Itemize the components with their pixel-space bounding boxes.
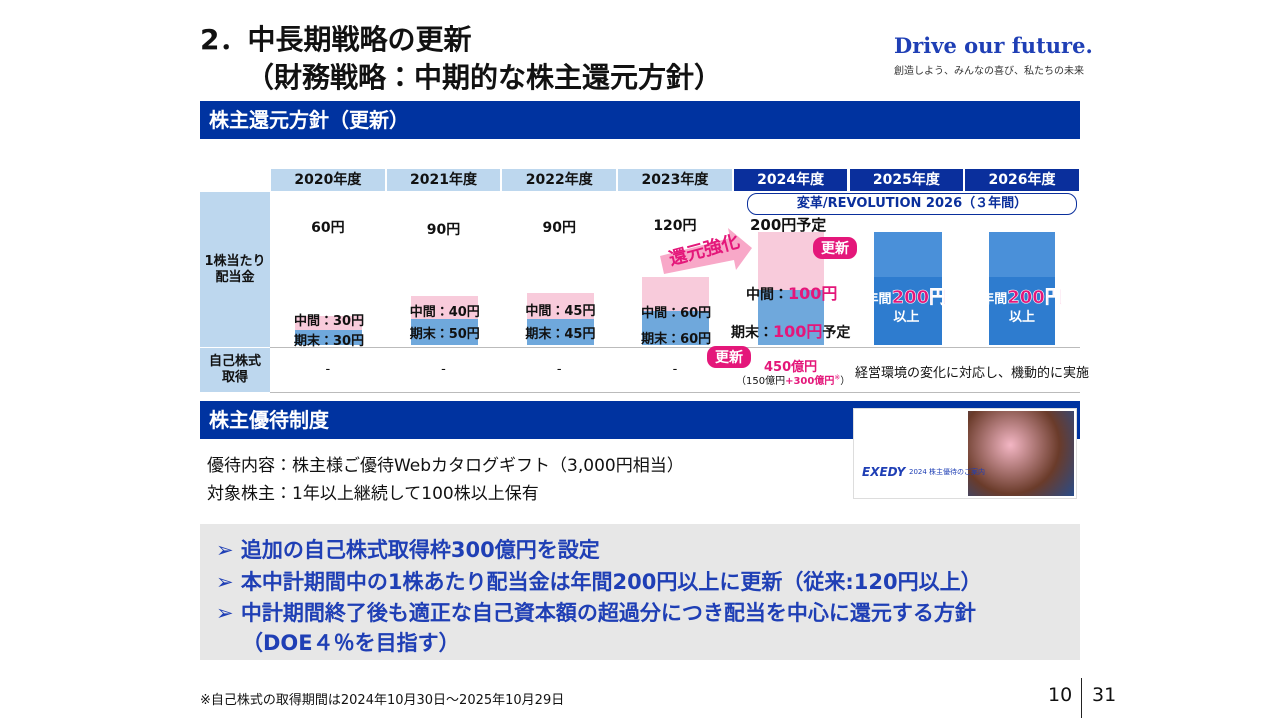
benefit-line: 優待内容：株主様ご優待Webカタログギフト（3,000円相当） <box>207 456 684 476</box>
interim-label: 中間：40円 <box>409 305 480 320</box>
interim-label: 中間：30円 <box>294 314 365 329</box>
plan-label: 年間200円以上 <box>964 287 1080 327</box>
interim-label: 中間：60円 <box>641 306 712 321</box>
suffix: 以上 <box>893 310 920 325</box>
subtitle: （財務戦略：中期的な株主還元方針） <box>246 61 723 94</box>
final-label: 期末：45円 <box>525 327 596 342</box>
text: 本中計期間中の1株あたり配当金は年間200円以上に更新（従来:120円以上） <box>240 570 982 594</box>
value: 200円 <box>1007 287 1063 308</box>
title: 2．中長期戦略の更新 <box>200 23 472 56</box>
year-header: 2024年度 <box>733 169 848 191</box>
bar-final <box>411 319 478 345</box>
arrow <box>660 228 752 274</box>
year-header: 2025年度 <box>849 169 964 191</box>
catalog-title: 2024 株主優待のご案内 <box>909 468 986 476</box>
bar-interim <box>295 316 362 330</box>
dividend-total: 200円予定 <box>750 216 827 234</box>
bar-interim <box>642 277 709 311</box>
label: 期末： <box>731 325 773 341</box>
interim-2024: 中間：100円 <box>746 280 837 304</box>
row-label: 1株当たり 配当金 <box>200 254 270 286</box>
year-header: 2022年度 <box>502 169 617 191</box>
page-total: 31 <box>1092 684 1117 706</box>
tagline: 創造しよう、みんなの喜び、私たちの未来 <box>894 66 1084 77</box>
dividend-total: 120円 <box>653 218 697 234</box>
final-2024: 期末：100円予定 <box>731 318 850 342</box>
revolution-banner: 変革/REVOLUTION 2026（３年間） <box>747 193 1077 215</box>
text: ※ <box>834 373 841 382</box>
highlight-box <box>200 524 1080 660</box>
bullet: ➢ <box>216 570 234 594</box>
final-label: 期末：50円 <box>409 327 480 342</box>
row-divider <box>270 392 1080 393</box>
dividend-total: 60円 <box>311 220 345 236</box>
prefix: 年間 <box>865 292 892 307</box>
prefix: 年間 <box>981 292 1008 307</box>
separator <box>1081 678 1082 718</box>
row-label: 自己株式 取得 <box>200 354 270 386</box>
benefit-line: 対象株主：1年以上継続して100株以上保有 <box>207 484 539 504</box>
bar-interim <box>527 293 594 319</box>
photo <box>968 411 1074 496</box>
row-label-line: 1株当たり <box>204 254 266 269</box>
highlight-line: ➢ 本中計期間中の1株あたり配当金は年間200円以上に更新（従来:120円以上） <box>216 566 982 596</box>
year-header: 2026年度 <box>965 169 1079 191</box>
boost-arrow <box>660 228 752 274</box>
buyback-detail: （150億円+300億円※） <box>736 372 850 387</box>
row-label-line: 取得 <box>221 370 248 385</box>
buyback-value: - <box>325 362 331 377</box>
page-number: 10 <box>1048 684 1073 706</box>
catalog-image: EXEDY 2024 株主優待のご案内 <box>853 408 1077 499</box>
suffix: 以上 <box>1009 310 1036 325</box>
buyback-value: - <box>556 362 562 377</box>
row-label-cell <box>200 348 270 392</box>
bar-plan <box>874 232 942 345</box>
text: 追加の自己株式取得枠300億円を設定 <box>240 538 600 562</box>
year-header: 2020年度 <box>271 169 385 191</box>
footnote: ※自己株式の取得期間は2024年10月30日～2025年10月29日 <box>200 693 565 708</box>
value: 200円 <box>891 287 948 308</box>
text: +300億円 <box>785 376 835 387</box>
interim-label: 中間：45円 <box>525 304 596 319</box>
logo: EXEDY <box>862 465 906 479</box>
dividend-total: 90円 <box>542 220 576 236</box>
bullet: ➢ <box>216 601 234 625</box>
label: 中間： <box>746 287 788 303</box>
year-header: 2023年度 <box>618 169 732 191</box>
text: 中計期間終了後も適正な自己資本額の超過分につき配当を中心に還元する方針 <box>240 601 976 625</box>
buyback-value: - <box>441 362 446 377</box>
final-label: 期末：60円 <box>641 332 712 347</box>
highlight-line: ➢ 追加の自己株式取得枠300億円を設定 <box>216 534 600 564</box>
highlight-line: ➢ 中計期間終了後も適正な自己資本額の超過分につき配当を中心に還元する方針 <box>216 597 976 627</box>
buyback-later: 経営環境の変化に対応し、機動的に実施 <box>855 366 1090 381</box>
bar-final <box>642 311 709 345</box>
text: ） <box>840 376 851 387</box>
highlight-line: （DOE４％を目指す） <box>242 631 460 655</box>
dividend-total: 90円 <box>426 222 461 238</box>
update-badge: 更新 <box>813 237 857 259</box>
row-divider <box>270 347 1080 348</box>
value: 100円 <box>788 284 838 303</box>
row-label-cell <box>200 192 270 347</box>
buyback-amount: 450億円 <box>764 360 818 375</box>
bar-final <box>295 330 362 345</box>
bar-final <box>527 319 594 345</box>
row-label-line: 配当金 <box>215 270 255 285</box>
text: （150億円 <box>736 376 786 387</box>
bar-interim <box>411 296 478 319</box>
final-label: 期末：30円 <box>294 334 365 349</box>
suffix: 予定 <box>822 325 851 341</box>
buyback-value: - <box>672 362 678 377</box>
section-heading: 株主還元方針（更新） <box>200 101 1080 139</box>
year-header: 2021年度 <box>386 169 501 191</box>
value: 100円 <box>773 322 823 341</box>
plan-label: 年間200円以上 <box>849 287 965 327</box>
bar-final <box>758 290 824 345</box>
brand: Drive our future. <box>894 33 1093 58</box>
bullet: ➢ <box>216 538 234 562</box>
bar-plan <box>989 232 1055 345</box>
row-label-line: 自己株式 <box>208 354 261 369</box>
update-badge: 更新 <box>707 346 751 368</box>
